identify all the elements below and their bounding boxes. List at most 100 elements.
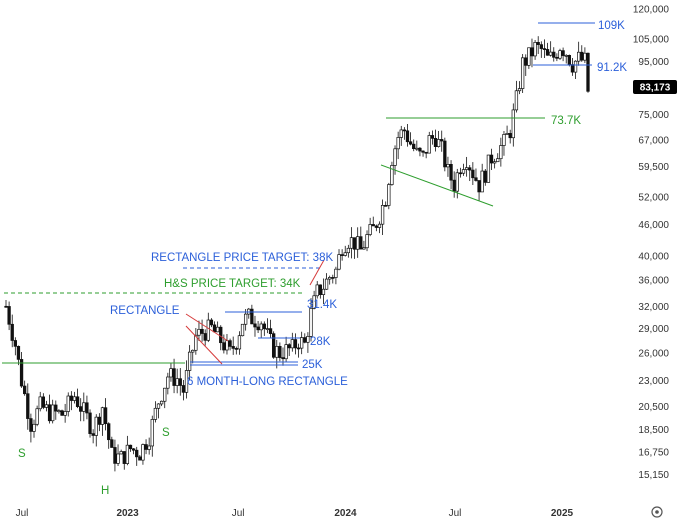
candle-body: [343, 252, 347, 256]
candle-body: [564, 55, 568, 57]
candle-body: [318, 284, 322, 295]
candle-body: [259, 323, 263, 331]
candle-body: [82, 402, 86, 412]
candle-body: [91, 433, 95, 436]
y-tick-label: 23,000: [638, 376, 669, 387]
candle-body: [240, 323, 245, 337]
candle-body: [172, 368, 176, 386]
candle-body: [496, 158, 500, 163]
y-tick-label: 46,000: [638, 220, 669, 231]
candle-body: [405, 130, 410, 143]
candle-body: [88, 412, 92, 434]
candle-body: [107, 423, 111, 441]
candle-body: [26, 393, 30, 419]
candle-body: [328, 277, 332, 280]
candle-body: [57, 410, 61, 413]
y-tick-label: 26,000: [638, 349, 669, 360]
x-axis: Jul 2023 Jul 2024 Jul 2025: [16, 508, 574, 519]
y-tick-label: 67,000: [638, 135, 669, 146]
candle-body: [122, 451, 126, 464]
candle-body: [72, 396, 77, 401]
candle-body: [60, 410, 64, 416]
candle-body: [468, 167, 472, 171]
candle-body: [483, 170, 487, 183]
candle-body: [100, 407, 105, 425]
y-tick-label: 95,000: [638, 57, 669, 68]
candle-body: [477, 180, 481, 193]
candle-body: [169, 368, 173, 378]
candle-body: [312, 295, 316, 309]
candle-body: [489, 154, 494, 164]
candle-body: [54, 404, 58, 412]
candle-body: [306, 336, 310, 343]
candle-body: [181, 385, 186, 393]
candle-body: [13, 340, 17, 347]
label-25k: 25K: [302, 359, 323, 371]
patterns-layer: [2, 22, 595, 366]
candle-body: [159, 400, 164, 405]
candle-body: [29, 418, 33, 432]
candle-body: [275, 346, 279, 358]
candle-body: [153, 407, 158, 420]
label-rect-target: RECTANGLE PRICE TARGET: 38K: [151, 252, 333, 264]
candle-body: [471, 169, 475, 179]
candle-body: [16, 345, 21, 360]
candle-body: [549, 51, 553, 56]
y-tick-label: 52,000: [638, 193, 669, 204]
candle-body: [41, 396, 45, 408]
y-tick-label: 75,000: [638, 110, 669, 121]
candle-body: [150, 419, 154, 447]
candle-body: [517, 88, 522, 92]
candle-body: [268, 328, 273, 335]
x-tick-label: 2024: [334, 508, 357, 519]
y-tick-label: 40,000: [638, 252, 669, 263]
candle-body: [243, 313, 248, 325]
label-left-shoulder: S: [18, 448, 26, 460]
candle-body: [384, 205, 388, 207]
candle-body: [23, 385, 27, 395]
candle-body: [545, 49, 550, 56]
candle-body: [511, 109, 515, 139]
candle-body: [200, 328, 204, 334]
candle-body: [524, 57, 528, 66]
candle-body: [530, 47, 534, 57]
candle-body: [408, 141, 413, 145]
y-tick-label: 36,000: [638, 275, 669, 286]
candle-body: [356, 236, 360, 250]
candle-body: [194, 334, 198, 351]
candle-body: [371, 224, 375, 227]
candle-body: [505, 133, 509, 135]
candle-body: [191, 349, 195, 353]
candle-body: [396, 137, 400, 150]
candle-body: [567, 55, 571, 65]
candle-body: [32, 423, 36, 432]
candle-body: [262, 323, 266, 330]
candle-body: [222, 342, 226, 351]
candle-body: [415, 147, 419, 150]
candle-body: [380, 205, 385, 225]
candle-body: [499, 145, 503, 160]
x-tick-label: Jul: [16, 508, 29, 519]
candle-body: [284, 344, 288, 360]
candle-body: [7, 306, 11, 325]
candle-body: [362, 247, 366, 250]
x-tick-label: Jul: [449, 508, 462, 519]
candle-body: [128, 444, 133, 450]
y-tick-label: 32,000: [638, 302, 669, 313]
label-6-month-rectangle: 6 MONTH-LONG RECTANGLE: [187, 376, 348, 388]
candle-body: [197, 328, 201, 336]
candle-body: [110, 439, 114, 448]
candle-body: [303, 337, 307, 343]
candle-body: [334, 268, 338, 278]
candle-body: [436, 139, 441, 147]
settings-gear-icon[interactable]: [651, 506, 663, 518]
candle-body: [349, 237, 354, 249]
candle-body: [577, 51, 581, 62]
label-31k: 31.4K: [307, 299, 337, 311]
label-rectangle: RECTANGLE: [110, 305, 180, 317]
candle-body: [125, 444, 130, 464]
candle-body: [131, 448, 136, 451]
candle-body: [47, 404, 52, 422]
candle-body: [346, 247, 351, 254]
candle-body: [85, 402, 89, 414]
